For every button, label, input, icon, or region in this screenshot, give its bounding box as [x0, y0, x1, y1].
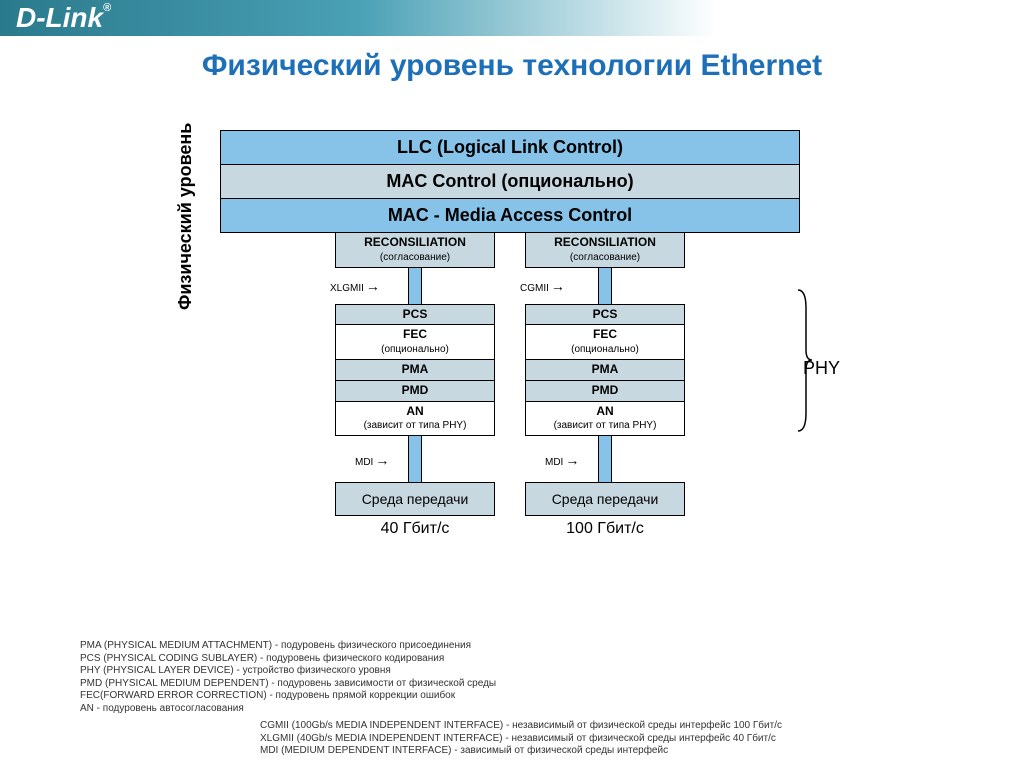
legend-line: FEC(FORWARD ERROR CORRECTION) - подурове… [80, 690, 496, 703]
phy-sublayer-box: AN(зависит от типа PHY) [335, 402, 495, 437]
legend-line: PCS (PHYSICAL CODING SUBLAYER) - подуров… [80, 653, 496, 666]
medium-box: Среда передачи [525, 482, 685, 516]
connector [408, 268, 422, 304]
legend-line: CGMII (100Gb/s MEDIA INDEPENDENT INTERFA… [260, 720, 782, 733]
reconciliation-box: RECONSILIATION(согласование) [335, 233, 495, 268]
legend-line: MDI (MEDIUM DEPENDENT INTERFACE) - завис… [260, 745, 782, 758]
ethernet-layer-diagram: LLC (Logical Link Control)MAC Control (о… [200, 130, 800, 538]
interface-bottom-label: MDI [355, 452, 389, 468]
connector [598, 436, 612, 482]
header-bar [0, 0, 1024, 36]
top-layer-box: MAC Control (опционально) [220, 165, 800, 199]
top-layer-box: LLC (Logical Link Control) [220, 130, 800, 165]
speed-row: 40 Гбит/с 100 Гбит/с [220, 516, 800, 538]
legend-line: AN - подуровень автосогласования [80, 703, 496, 716]
vertical-axis-label: Физический уровень [175, 123, 196, 310]
interface-top-label: CGMII [520, 278, 565, 294]
upper-layers: LLC (Logical Link Control)MAC Control (о… [220, 130, 800, 233]
phy-sublayer-box: PMA [525, 360, 685, 381]
phy-sublayer-box: PMA [335, 360, 495, 381]
phy-sublayer-box: PMD [525, 381, 685, 402]
brand-text: D-Link [16, 2, 103, 33]
phy-sublayer-box: AN(зависит от типа PHY) [525, 402, 685, 437]
speed-label: 100 Гбит/с [525, 516, 685, 538]
legend-interfaces: CGMII (100Gb/s MEDIA INDEPENDENT INTERFA… [260, 720, 782, 758]
legend-line: XLGMII (40Gb/s MEDIA INDEPENDENT INTERFA… [260, 733, 782, 746]
connector [408, 436, 422, 482]
reconciliation-box: RECONSILIATION(согласование) [525, 233, 685, 268]
phy-column: RECONSILIATION(согласование)CGMIIPCSFEC(… [525, 233, 685, 516]
interface-top-label: XLGMII [330, 278, 380, 294]
phy-sublayer-box: FEC(опционально) [335, 325, 495, 360]
brand-reg: ® [103, 2, 111, 14]
interface-bottom-label: MDI [545, 452, 579, 468]
phy-label: PHY [803, 358, 840, 379]
legend-line: PHY (PHYSICAL LAYER DEVICE) - устройство… [80, 665, 496, 678]
legend-abbrev: PMA (PHYSICAL MEDIUM ATTACHMENT) - подур… [80, 640, 496, 715]
phy-sublayer-box: PCS [525, 304, 685, 326]
phy-sublayer-box: FEC(опционально) [525, 325, 685, 360]
phy-sublayer-box: PMD [335, 381, 495, 402]
speed-label: 40 Гбит/с [335, 516, 495, 538]
page-title: Физический уровень технологии Ethernet [0, 48, 1024, 84]
top-layer-box: MAC - Media Access Control [220, 199, 800, 233]
brand-logo: D-Link® [16, 2, 111, 34]
phy-sublayer-box: PCS [335, 304, 495, 326]
legend-line: PMD (PHYSICAL MEDIUM DEPENDENT) - подуро… [80, 678, 496, 691]
legend-line: PMA (PHYSICAL MEDIUM ATTACHMENT) - подур… [80, 640, 496, 653]
medium-box: Среда передачи [335, 482, 495, 516]
phy-columns: PHY RECONSILIATION(согласование)XLGMIIPC… [220, 233, 800, 516]
phy-column: RECONSILIATION(согласование)XLGMIIPCSFEC… [335, 233, 495, 516]
connector [598, 268, 612, 304]
